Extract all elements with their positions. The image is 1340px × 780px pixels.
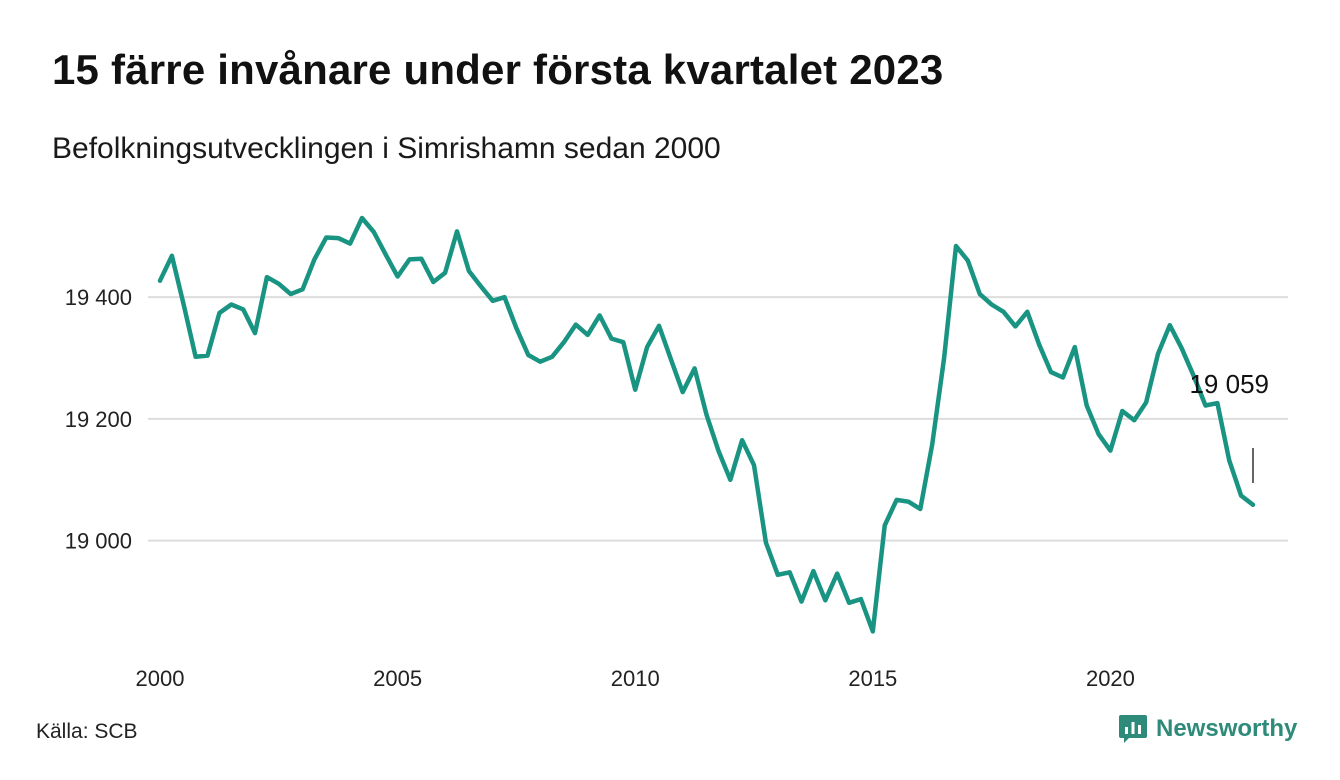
annotation-label: 19 059 bbox=[1189, 369, 1269, 399]
series-line bbox=[157, 215, 1256, 634]
chart-subtitle: Befolkningsutvecklingen i Simrishamn sed… bbox=[52, 132, 721, 165]
x-tick-label: 2010 bbox=[611, 666, 660, 691]
source-label: Källa: SCB bbox=[36, 720, 138, 743]
x-tick-label: 2005 bbox=[373, 666, 422, 691]
newsworthy-icon bbox=[1119, 715, 1147, 743]
y-tick-label: 19 200 bbox=[65, 407, 132, 432]
brand-logo: Newsworthy bbox=[1118, 714, 1297, 744]
x-tick-label: 2015 bbox=[848, 666, 897, 691]
x-tick-label: 2000 bbox=[136, 666, 185, 691]
y-tick-label: 19 000 bbox=[65, 529, 132, 554]
x-tick-label: 2020 bbox=[1086, 666, 1135, 691]
brand-name: Newsworthy bbox=[1156, 715, 1298, 742]
chart-title: 15 färre invånare under första kvartalet… bbox=[52, 46, 944, 93]
y-tick-label: 19 400 bbox=[65, 285, 132, 310]
